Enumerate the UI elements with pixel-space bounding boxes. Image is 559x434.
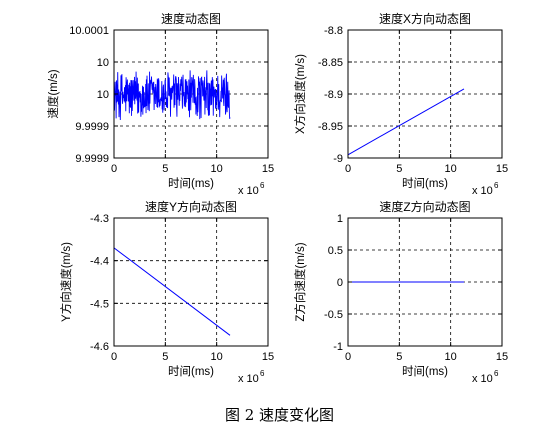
x-tick-label: 0: [111, 351, 117, 363]
x-tick-label: 15: [262, 351, 274, 363]
chart-panel-2: 0 5 10 15 -9 -8.95 -8.9 -8.85 -8.8 速度X方向动态图时间(ms)…: [293, 11, 508, 197]
x-tick-label: 5: [162, 163, 168, 175]
y-tick-label: 1: [337, 213, 343, 225]
x-tick-label: 10: [445, 163, 457, 175]
chart-title: 速度Z方向动态图: [379, 199, 470, 214]
x-multiplier-exponent: 6: [260, 369, 265, 378]
series-line-1: [114, 70, 231, 121]
x-tick-label: 5: [396, 163, 402, 175]
y-tick-label: 10: [97, 89, 109, 101]
y-tick-label: 10: [97, 57, 109, 69]
y-tick-label: -8.8: [324, 25, 343, 37]
chart-title: 速度动态图: [161, 11, 221, 26]
plot-area: [348, 30, 502, 158]
y-tick-label: -0.5: [324, 309, 343, 321]
x-multiplier-exponent: 6: [260, 181, 265, 190]
y-tick-label: -4.6: [90, 341, 109, 353]
x-multiplier-label: x 10: [238, 185, 259, 197]
y-axis-label: X方向速度(m/s): [293, 54, 307, 134]
y-tick-label: 9.9999: [75, 121, 109, 133]
x-tick-label: 5: [162, 351, 168, 363]
x-axis-label: 时间(ms): [168, 177, 214, 190]
x-tick-label: 15: [496, 351, 508, 363]
y-tick-label: -4.5: [90, 298, 109, 310]
y-tick-label: 0: [337, 277, 343, 289]
x-multiplier-exponent: 6: [494, 181, 499, 190]
x-axis-label: 时间(ms): [402, 365, 448, 378]
x-tick-label: 10: [211, 351, 223, 363]
x-tick-label: 10: [211, 163, 223, 175]
x-multiplier-label: x 10: [472, 185, 493, 197]
x-multiplier-exponent: 6: [494, 369, 499, 378]
y-tick-label: -8.9: [324, 89, 343, 101]
x-tick-label: 10: [445, 351, 457, 363]
y-tick-label: 0.5: [328, 245, 343, 257]
x-tick-label: 15: [262, 163, 274, 175]
y-tick-label: -8.85: [318, 57, 343, 69]
chart-title: 速度X方向动态图: [379, 11, 471, 26]
figure-caption: 图 2 速度变化图: [224, 406, 335, 424]
y-tick-label: -4.3: [90, 213, 109, 225]
y-tick-label: -9: [333, 153, 343, 165]
axes-frame: [113, 217, 269, 347]
x-tick-label: 0: [345, 351, 351, 363]
x-tick-label: 5: [396, 351, 402, 363]
series-line-1: [113, 247, 231, 336]
y-tick-label: -1: [333, 341, 343, 353]
y-axis-label: Y方向速度(m/s): [59, 242, 73, 322]
y-tick-label: -4.4: [90, 256, 109, 268]
chart-panel-1: 0 5 10 15 9.9999 9.9999 10 10 10.0001 速度动态图时间(ms)…: [46, 11, 274, 197]
series-line-1: [347, 88, 465, 156]
y-axis-label: 速度(m/s): [46, 69, 60, 118]
chart-title: 速度Y方向动态图: [145, 199, 237, 214]
x-tick-label: 0: [111, 163, 117, 175]
x-multiplier-label: x 10: [238, 373, 259, 385]
y-tick-label: 10.0001: [69, 25, 109, 37]
plot-area: [114, 218, 268, 346]
y-tick-label: 9.9999: [75, 153, 109, 165]
y-axis-label: Z方向速度(m/s): [293, 242, 307, 321]
x-axis-label: 时间(ms): [402, 177, 448, 190]
x-axis-label: 时间(ms): [168, 365, 214, 378]
x-tick-label: 15: [496, 163, 508, 175]
x-multiplier-label: x 10: [472, 373, 493, 385]
x-tick-label: 0: [345, 163, 351, 175]
y-tick-label: -8.95: [318, 121, 343, 133]
